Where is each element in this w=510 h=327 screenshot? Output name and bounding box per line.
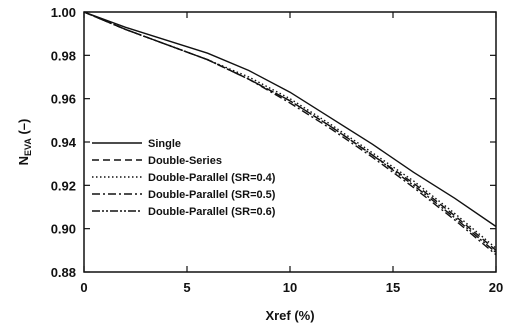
y-tick-label: 0.92 bbox=[51, 178, 76, 193]
y-axis-label-main: N bbox=[16, 156, 31, 165]
y-tick-label: 1.00 bbox=[51, 5, 76, 20]
x-tick-label: 15 bbox=[386, 280, 400, 295]
legend-label-0: Single bbox=[148, 138, 181, 150]
series-line-1 bbox=[83, 11, 497, 251]
series-line-3 bbox=[83, 11, 497, 256]
plot-frame bbox=[83, 11, 497, 273]
x-tick-label: 5 bbox=[183, 280, 190, 295]
y-tick-label: 0.96 bbox=[51, 92, 76, 107]
x-tick-label: 20 bbox=[489, 280, 503, 295]
y-tick-label: 0.90 bbox=[51, 222, 76, 237]
y-axis-label-sub: EVA bbox=[23, 138, 33, 156]
legend-label-1: Double-Series bbox=[148, 155, 222, 167]
x-axis-label: Xref (%) bbox=[265, 308, 314, 323]
legend-label-2: Double-Parallel (SR=0.4) bbox=[148, 172, 276, 184]
series-line-0 bbox=[83, 11, 497, 228]
y-tick-label: 0.94 bbox=[51, 135, 77, 150]
x-tick-label: 0 bbox=[80, 280, 87, 295]
y-tick-label: 0.88 bbox=[51, 265, 76, 280]
legend-label-4: Double-Parallel (SR=0.6) bbox=[148, 206, 276, 218]
series-line-2 bbox=[83, 11, 497, 249]
tick-group: 0 5 10 15 20 0.88 0.90 0.92 0.94 0.96 0.98 1.00 bbox=[51, 5, 504, 295]
y-axis-label: NEVA (–) bbox=[16, 119, 33, 166]
y-tick-label: 0.98 bbox=[51, 48, 76, 63]
series-line-4 bbox=[83, 11, 497, 254]
x-tick-label: 10 bbox=[283, 280, 297, 295]
y-axis-label-suffix: (–) bbox=[16, 119, 31, 139]
legend-label-3: Double-Parallel (SR=0.5) bbox=[148, 189, 276, 201]
legend: Single Double-Series Double-Parallel (SR=0… bbox=[92, 138, 276, 218]
series-group bbox=[83, 11, 497, 256]
